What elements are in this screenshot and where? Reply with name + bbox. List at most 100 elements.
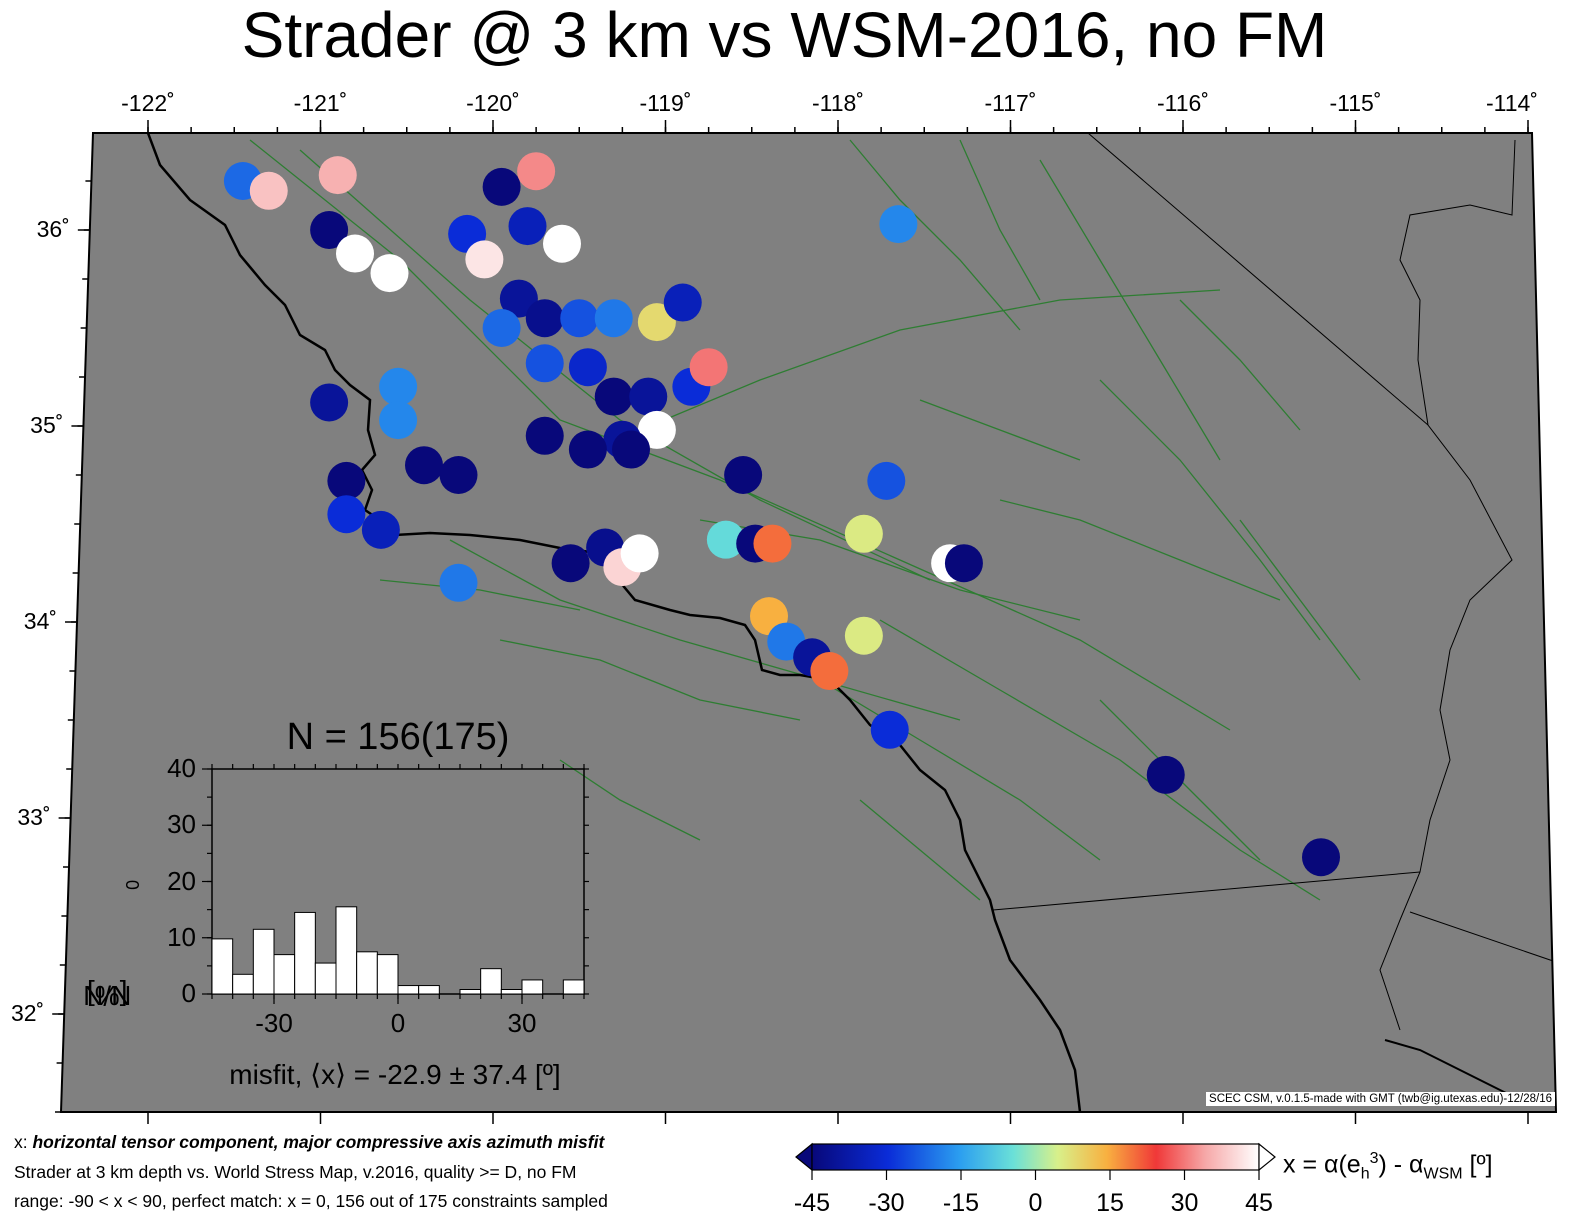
map-background: [59, 132, 1558, 1113]
histogram-bar: [232, 973, 254, 995]
longitude-tick-label: -118˚: [812, 90, 864, 116]
misfit-patch: [867, 461, 906, 500]
colorbar-tick-label: -45: [793, 1189, 831, 1217]
histogram-inset: [202, 764, 589, 1004]
misfit-patch: [629, 377, 668, 416]
colorbar-tick-label: -15: [942, 1189, 980, 1217]
misfit-patch: [318, 156, 357, 195]
latitude-tick-label: 34˚: [23, 608, 58, 634]
misfit-patch: [525, 344, 564, 383]
misfit-patch: [543, 224, 581, 263]
colorbar-tick-label: 15: [1096, 1189, 1124, 1217]
misfit-patch: [379, 367, 418, 406]
histogram-bar: [273, 954, 296, 995]
misfit-patch: [439, 563, 478, 602]
misfit-patch: [568, 430, 607, 469]
misfit-patches: [223, 152, 1340, 877]
histogram-y-tick-label: 40: [167, 753, 196, 783]
longitude-tick-label: -115˚: [1329, 90, 1382, 116]
misfit-patch: [844, 514, 883, 553]
histogram-y-tick-label: 30: [167, 809, 196, 840]
misfit-patch: [439, 456, 478, 494]
misfit-patch: [879, 205, 918, 244]
histogram-bar: [335, 906, 358, 995]
colorbar: [795, 1142, 1276, 1180]
misfit-patch: [327, 461, 366, 500]
latitude-tick-label: 36˚: [36, 216, 70, 242]
colorbar-tick-label: 30: [1170, 1189, 1199, 1217]
misfit-patch: [525, 299, 564, 338]
histogram-y-tick-label: 10: [167, 921, 196, 952]
histogram-y-tick-label: 0: [181, 978, 196, 1008]
misfit-patch: [753, 524, 792, 563]
misfit-patch: [724, 456, 763, 494]
misfit-patch: [594, 377, 633, 416]
misfit-patch: [1146, 755, 1185, 794]
histogram-bar: [500, 989, 523, 995]
misfit-patch: [310, 383, 349, 422]
misfit-patch: [689, 348, 728, 387]
misfit-patch: [517, 152, 556, 191]
histogram-bar: [459, 989, 482, 995]
colorbar-label: x = α(eh3) - αWSM [º]: [1283, 1150, 1493, 1183]
colorbar-tick-label: -30: [868, 1189, 905, 1217]
latitude-tick-label: 32˚: [10, 1000, 45, 1026]
longitude-tick-label: -114˚: [1486, 90, 1538, 116]
histogram-bar: [521, 979, 544, 995]
page-title: Strader @ 3 km vs WSM-2016, no FM: [241, 0, 1328, 71]
caption-line-1: x: horizontal tensor component, major co…: [14, 1132, 605, 1152]
histogram-misfit-label: misfit, ⟨x⟩ = -22.9 ± 37.4 [º]: [229, 1059, 561, 1090]
misfit-patch: [810, 652, 849, 690]
credit-line: SCEC CSM, v.0.1.5-made with GMT (twb@ig.…: [1206, 1092, 1555, 1106]
histogram-bar: [562, 979, 585, 995]
misfit-patch: [482, 167, 521, 206]
misfit-patch: [1302, 838, 1340, 877]
misfit-patch: [336, 234, 374, 273]
colorbar-tick-label: 0: [1028, 1189, 1043, 1217]
misfit-patch: [944, 544, 983, 583]
histogram-n-label: N = 156(175): [286, 716, 510, 758]
colorado-river: [1379, 139, 1516, 1031]
misfit-patch: [612, 430, 650, 469]
misfit-patch: [482, 309, 521, 347]
misfit-patch: [405, 446, 443, 485]
histogram-bar: [397, 985, 420, 995]
fault-lines: [249, 139, 1361, 901]
histogram-bar: [418, 985, 440, 995]
misfit-patch: [870, 710, 909, 749]
map-ticks: [52, 120, 1529, 1124]
misfit-patch: [637, 303, 676, 342]
caption-line-3: range: -90 < x < 90, perfect match: x = …: [14, 1191, 608, 1211]
histogram-bar: [376, 954, 399, 995]
misfit-patch: [465, 240, 504, 279]
misfit-patch: [620, 534, 659, 573]
latitude-tick-label: 33˚: [17, 804, 51, 830]
histogram-x-tick-label: -30: [255, 1008, 293, 1038]
misfit-patch: [327, 495, 366, 534]
longitude-tick-label: -119˚: [639, 90, 692, 116]
latitude-tick-label: 35˚: [30, 412, 64, 438]
histogram-x-tick-label: 0: [390, 1008, 406, 1038]
misfit-patch: [499, 279, 538, 318]
misfit-patch: [637, 410, 676, 449]
histogram-bar: [356, 951, 378, 995]
misfit-patch: [551, 544, 590, 583]
misfit-patch: [525, 416, 564, 455]
misfit-patch: [310, 211, 349, 249]
misfit-patch: [249, 171, 288, 210]
misfit-patch: [594, 299, 633, 338]
misfit-patch: [568, 348, 607, 387]
histogram-x-tick-label: 30: [507, 1008, 537, 1038]
longitude-tick-label: -116˚: [1157, 90, 1209, 116]
histogram-y-tick-label: 20: [167, 865, 196, 896]
misfit-patch: [560, 299, 599, 338]
misfit-patch: [844, 616, 883, 655]
misfit-patch: [370, 254, 409, 293]
misfit-patch: [663, 283, 702, 322]
misfit-patch: [508, 207, 547, 246]
misfit-patch: [379, 401, 418, 440]
longitude-tick-label: -117˚: [984, 90, 1037, 116]
caption-line-2: Strader at 3 km depth vs. World Stress M…: [14, 1162, 577, 1182]
longitude-tick-label: -120˚: [466, 90, 520, 116]
